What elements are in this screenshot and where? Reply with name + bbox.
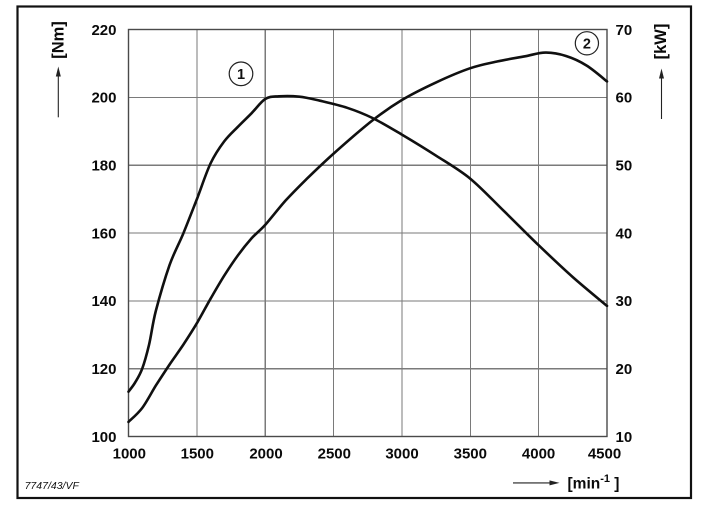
svg-text:70: 70 [616, 22, 633, 39]
svg-text:50: 50 [616, 158, 633, 175]
svg-text:3500: 3500 [454, 446, 487, 463]
svg-text:[min-1 ]: [min-1 ] [568, 473, 620, 493]
svg-text:120: 120 [91, 361, 116, 378]
svg-text:2: 2 [583, 37, 591, 53]
svg-text:7747/43/VF: 7747/43/VF [25, 480, 80, 492]
svg-text:100: 100 [91, 429, 116, 446]
svg-text:[Nm]: [Nm] [49, 21, 67, 59]
svg-text:220: 220 [91, 22, 116, 39]
svg-text:2000: 2000 [249, 446, 282, 463]
svg-text:4000: 4000 [522, 446, 555, 463]
svg-text:140: 140 [91, 293, 116, 310]
svg-text:1500: 1500 [181, 446, 214, 463]
svg-text:10: 10 [616, 429, 633, 446]
svg-text:180: 180 [91, 158, 116, 175]
svg-text:3000: 3000 [385, 446, 418, 463]
svg-text:4500: 4500 [588, 446, 621, 463]
svg-text:20: 20 [616, 361, 633, 378]
svg-text:[kW]: [kW] [652, 24, 670, 60]
svg-text:1: 1 [237, 67, 245, 83]
svg-text:30: 30 [616, 293, 633, 310]
svg-text:60: 60 [616, 90, 633, 107]
svg-text:40: 40 [616, 225, 633, 242]
svg-text:160: 160 [91, 225, 116, 242]
svg-text:1000: 1000 [113, 446, 146, 463]
svg-text:2500: 2500 [318, 446, 351, 463]
svg-text:200: 200 [91, 90, 116, 107]
